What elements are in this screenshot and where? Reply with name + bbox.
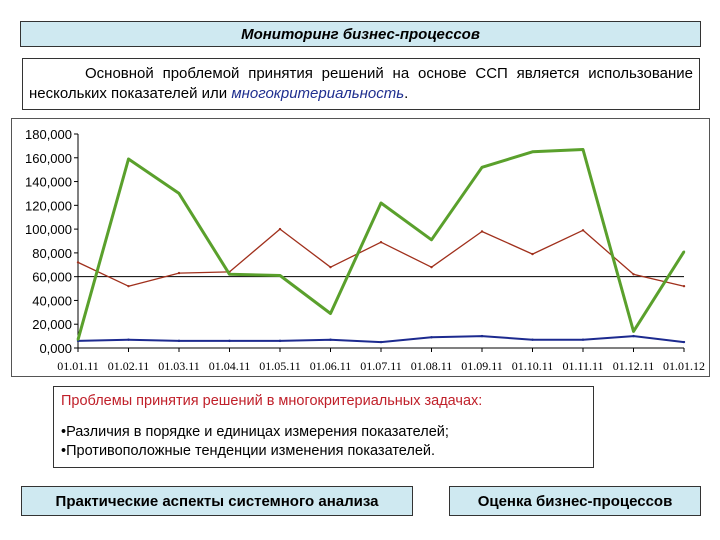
x-tick-label: 01.03.11 <box>158 359 200 373</box>
intro-highlight: многокритериальность <box>231 85 405 102</box>
y-tick-label: 140,000 <box>25 175 72 190</box>
data-point <box>278 339 282 343</box>
y-tick-label: 20,000 <box>32 317 72 332</box>
footer-course-title: Практические аспекты системного анализа <box>21 486 413 516</box>
x-tick-label: 01.07.11 <box>360 359 402 373</box>
data-point <box>278 227 282 231</box>
y-tick-label: 100,000 <box>25 222 72 237</box>
footer-section-title: Оценка бизнес-процессов <box>449 486 701 516</box>
data-point <box>632 334 635 338</box>
data-point <box>177 339 181 343</box>
data-point <box>127 284 130 288</box>
data-point <box>581 229 585 232</box>
data-point <box>581 148 585 151</box>
data-point <box>76 338 80 341</box>
data-point <box>632 330 635 333</box>
y-tick-label: 180,000 <box>25 127 72 142</box>
data-point <box>480 230 484 233</box>
data-point <box>682 284 686 288</box>
data-point <box>228 273 231 276</box>
data-point <box>177 271 181 275</box>
y-tick-label: 80,000 <box>32 246 72 261</box>
data-point <box>329 312 332 315</box>
y-tick-label: 0,000 <box>39 341 72 356</box>
y-tick-label: 60,000 <box>32 270 72 285</box>
chart-canvas: 0,000 20,000 40,000 60,000 80,000 100,000 120,… <box>25 127 705 373</box>
y-tick-label: 40,000 <box>32 293 72 308</box>
data-point <box>76 261 80 264</box>
data-point <box>379 340 383 344</box>
data-point <box>581 338 585 341</box>
page-title-text: Мониторинг бизнес-процессов <box>241 25 480 43</box>
x-tick-label: 01.09.11 <box>461 359 503 373</box>
data-point <box>682 250 686 253</box>
x-tick-label: 01.08.11 <box>411 359 453 373</box>
x-tick-label: 01.01.11 <box>57 359 99 373</box>
data-point <box>480 166 484 169</box>
data-point <box>329 338 332 341</box>
data-point <box>127 157 130 161</box>
series-line-1 <box>77 228 685 287</box>
data-point <box>430 265 433 269</box>
data-point <box>531 252 534 256</box>
problem-item: •Противоположные тенденции изменения пок… <box>61 443 436 459</box>
data-point <box>531 150 534 154</box>
data-point <box>682 340 686 344</box>
footer-right-text: Оценка бизнес-процессов <box>477 492 673 510</box>
problem-item: •Различия в порядке и единицах измерения… <box>61 424 449 440</box>
data-point <box>379 240 383 244</box>
data-point <box>329 265 332 269</box>
data-point <box>430 336 433 339</box>
x-tick-label: 01.11.11 <box>562 359 603 373</box>
intro-text: Основной проблемой принятия решений на о… <box>29 65 693 102</box>
x-tick-label: 01.05.11 <box>259 359 301 373</box>
line-chart: 0,000 20,000 40,000 60,000 80,000 100,000 120,… <box>11 118 710 377</box>
x-tick-label: 01.12.11 <box>613 359 655 373</box>
data-point <box>379 201 383 205</box>
page-title: Мониторинг бизнес-процессов <box>20 21 701 47</box>
x-tick-label: 01.06.11 <box>310 359 352 373</box>
data-point <box>278 274 282 277</box>
x-tick-label: 01.01.12 <box>663 359 705 373</box>
data-point <box>480 334 484 338</box>
x-tick-label: 01.10.11 <box>512 359 554 373</box>
x-tick-label: 01.04.11 <box>209 359 251 373</box>
x-tick-label: 01.02.11 <box>108 359 150 373</box>
footer-left-text: Практические аспекты системного анализа <box>55 492 379 510</box>
problems-box: Проблемы принятия решений в многокритери… <box>53 386 594 468</box>
data-point <box>127 338 130 341</box>
y-tick-label: 160,000 <box>25 151 72 166</box>
data-point <box>632 273 635 276</box>
series-line-0 <box>76 148 686 341</box>
intro-end: . <box>404 85 409 102</box>
intro-paragraph: Основной проблемой принятия решений на о… <box>22 58 700 110</box>
y-tick-label: 120,000 <box>25 198 72 213</box>
data-point <box>177 192 181 195</box>
data-point <box>531 338 534 341</box>
data-point <box>228 339 231 343</box>
problems-title: Проблемы принятия решений в многокритери… <box>61 393 483 409</box>
data-point <box>430 238 433 242</box>
